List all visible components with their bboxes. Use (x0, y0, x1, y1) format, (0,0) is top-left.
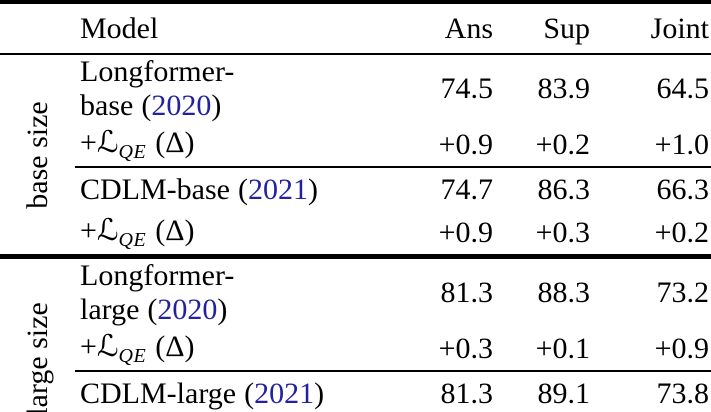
delta-label-cell: +ℒQE (Δ) (75, 211, 355, 257)
delta-row: +ℒQE (Δ) +0.9 +0.2 +1.0 (0, 123, 711, 167)
header-spacer (0, 2, 75, 55)
delta-ans: +0.3 (438, 331, 493, 365)
math-delta: (Δ) (155, 214, 195, 247)
value-ans: 74.5 (440, 72, 494, 105)
math-subscript-qe: QE (118, 141, 147, 163)
math-delta: (Δ) (155, 126, 195, 159)
value-ans: 74.7 (355, 166, 493, 211)
paren-open: ( (237, 172, 248, 206)
model-name: Longformer-base (80, 55, 235, 122)
paren-close: ) (314, 376, 325, 410)
delta-sup: +0.2 (535, 127, 590, 161)
math-loss-symbol: +ℒ (80, 126, 119, 159)
math-delta: (Δ) (155, 330, 195, 363)
model-name: CDLM-base (80, 172, 230, 206)
delta-joint: +0.9 (654, 331, 709, 365)
paren-close: ) (211, 89, 222, 122)
table-row-cdlm-large: CDLM-large (2021) 81.3 89.1 73.8 (0, 370, 711, 412)
section-label-cell: large size (0, 254, 75, 412)
citation-year-link[interactable]: 2020 (151, 89, 212, 122)
math-subscript-qe: QE (118, 229, 147, 251)
section-large-size: large size Longformer-large (2020) 81.3 8… (0, 254, 711, 412)
value-ans: 81.3 (355, 254, 493, 327)
value-ans: 81.3 (355, 370, 493, 412)
paren-close: ) (217, 293, 228, 326)
value-sup: 86.3 (493, 166, 590, 211)
model-cell: Longformer-large (2020) (75, 254, 355, 327)
delta-row: +ℒQE (Δ) +0.9 +0.3 +0.2 (0, 211, 711, 257)
table-row-longformer-large: large size Longformer-large (2020) 81.3 8… (0, 254, 711, 412)
table-row-cdlm-base: CDLM-base (2021) 74.7 86.3 66.3 (0, 166, 711, 211)
model-cell: CDLM-large (2021) (75, 370, 355, 412)
col-header-sup: Sup (493, 2, 590, 55)
delta-joint: +1.0 (654, 127, 709, 161)
delta-label-cell: +ℒQE (Δ) (75, 123, 355, 167)
paren-open: ( (147, 293, 158, 326)
delta-ans: +0.9 (438, 127, 493, 161)
value-sup: 89.1 (493, 370, 590, 412)
header-row: Model Ans Sup Joint (0, 2, 711, 55)
model-cell: Longformer-base (2020) (75, 54, 355, 123)
delta-sup: +0.3 (535, 215, 590, 249)
col-header-ans: Ans (355, 2, 493, 55)
section-label-base-size: base size (20, 100, 54, 209)
citation-year-link[interactable]: 2020 (157, 293, 218, 326)
model-name: Longformer-large (80, 259, 235, 326)
delta-row: +ℒQE (Δ) +0.3 +0.1 +0.9 (0, 327, 711, 371)
col-header-model: Model (75, 2, 355, 55)
value-joint: 64.5 (656, 72, 710, 105)
model-cell: CDLM-base (2021) (75, 166, 355, 211)
citation-year-link[interactable]: 2021 (247, 172, 308, 206)
delta-joint: +0.2 (654, 215, 709, 249)
section-label-cell: base size (0, 54, 75, 257)
value-joint: 66.3 (590, 166, 711, 211)
value-joint: 73.2 (590, 254, 711, 327)
section-label-large-size: large size (20, 301, 54, 412)
paren-open: ( (141, 89, 152, 122)
value-sup: 88.3 (493, 254, 590, 327)
table-row-longformer-base: base size Longformer-base (2020) 74.5 83.… (0, 54, 711, 208)
math-loss-symbol: +ℒ (80, 214, 119, 247)
model-name: CDLM-large (80, 376, 237, 410)
delta-sup: +0.1 (535, 331, 590, 365)
col-header-joint: Joint (590, 2, 711, 55)
citation-year-link[interactable]: 2021 (254, 376, 315, 410)
value-joint: 73.8 (590, 370, 711, 412)
delta-label-cell: +ℒQE (Δ) (75, 327, 355, 371)
value-sup: 83.9 (537, 72, 591, 105)
math-loss-symbol: +ℒ (80, 330, 119, 363)
delta-ans: +0.9 (438, 215, 493, 249)
section-base-size: base size Longformer-base (2020) 74.5 83.… (0, 54, 711, 257)
paren-open: ( (244, 376, 255, 410)
paren-close: ) (307, 172, 318, 206)
math-subscript-qe: QE (118, 345, 147, 367)
